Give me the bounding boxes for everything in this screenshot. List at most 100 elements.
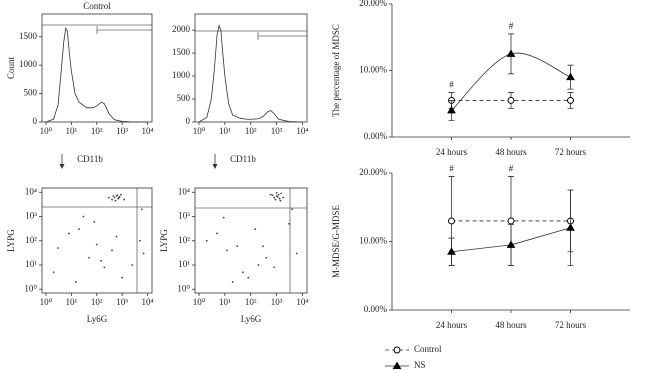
dot: [131, 264, 134, 266]
y-tick-label: 0.00%: [364, 131, 388, 141]
x-tick-label: 10⁴: [296, 126, 308, 136]
dot: [120, 193, 122, 196]
plot-frame: [194, 13, 308, 123]
x-tick-label: 10⁴: [141, 126, 153, 136]
y-tick-label: 1000: [19, 59, 38, 69]
dot: [273, 196, 275, 199]
annotation: #: [449, 80, 454, 90]
y-tick-label: 10¹: [25, 259, 37, 269]
y-tick-label: 0: [186, 116, 191, 126]
dot: [123, 198, 126, 201]
dot: [216, 232, 218, 235]
plot-frame: [41, 187, 153, 294]
dot: [140, 208, 143, 211]
marker: [447, 247, 456, 255]
dot: [282, 196, 285, 199]
dot: [67, 232, 70, 235]
x-tick-label: 48 hours: [495, 147, 527, 157]
x-tick-label: 10⁰: [40, 297, 53, 307]
dot: [142, 252, 145, 255]
dot: [288, 222, 290, 225]
dot: [222, 216, 225, 219]
legend-label: NS: [414, 360, 426, 370]
x-tick-label: 10⁰: [193, 297, 206, 307]
dot: [88, 256, 90, 259]
y-tick-label: 1500: [19, 31, 38, 41]
x-tick-label: 10¹: [65, 126, 77, 136]
dot: [276, 195, 279, 198]
legend-label: Control: [414, 344, 442, 354]
dot: [274, 198, 277, 201]
annotation: CD11b: [230, 154, 256, 164]
x-tick-label: 10³: [271, 297, 283, 307]
x-tick-label: 10²: [91, 297, 103, 307]
x-tick-label: 10³: [116, 297, 128, 307]
histogram-line: [198, 24, 303, 123]
dot: [271, 194, 274, 197]
annotation: CD11b: [77, 154, 103, 164]
dot: [111, 198, 113, 201]
y-axis-label: M-MDSE/G-MDSE: [331, 204, 341, 278]
dot: [247, 276, 250, 279]
x-tick-label: 72 hours: [555, 320, 587, 330]
dot: [205, 239, 208, 242]
x-tick-label: 10⁰: [40, 126, 53, 136]
dot: [138, 239, 141, 242]
gates: [42, 24, 307, 293]
annotation: #: [449, 163, 454, 173]
dot: [116, 194, 119, 197]
marker: [506, 49, 516, 57]
dot: [226, 249, 228, 252]
y-tick-label: 500: [24, 88, 38, 98]
annotation: #: [509, 21, 514, 31]
dot: [118, 196, 120, 199]
dot: [265, 256, 268, 259]
x-tick-label: 10⁰: [193, 126, 206, 136]
y-tick-label: 10⁰: [24, 283, 37, 293]
dot: [280, 192, 283, 195]
y-tick-label: 10²: [25, 235, 37, 245]
marker: [507, 96, 515, 104]
dot: [95, 243, 98, 246]
dot: [78, 228, 80, 231]
arrow-head: [59, 164, 65, 169]
y-axis-label: The percentage of MDSC: [331, 24, 341, 117]
dot: [100, 259, 103, 262]
dot: [242, 271, 244, 274]
y-tick-label: 1500: [172, 47, 191, 57]
marker: [567, 96, 574, 104]
marker: [566, 223, 575, 231]
dot: [236, 245, 239, 248]
dot: [115, 235, 118, 238]
dot: [111, 249, 113, 252]
y-tick-label: 500: [177, 93, 191, 103]
x-tick-label: 24 hours: [436, 320, 468, 330]
dot: [74, 281, 77, 283]
x-tick-label: 48 hours: [495, 320, 527, 330]
marker: [393, 346, 401, 354]
dot: [231, 281, 234, 283]
dot: [93, 220, 96, 223]
chart-title: Control: [83, 1, 111, 11]
dot: [82, 215, 85, 218]
dot: [277, 193, 280, 196]
y-tick-label: 1000: [172, 70, 191, 80]
y-axis-label: LYPG: [159, 229, 169, 252]
x-tick-label: 24 hours: [436, 147, 468, 157]
histogram-line: [45, 27, 148, 123]
marker: [507, 217, 515, 225]
dot: [52, 271, 55, 274]
y-tick-label: 10.00%: [359, 65, 387, 75]
y-tick-label: 10¹: [178, 259, 190, 269]
y-tick-label: 10³: [25, 211, 37, 221]
annotation: #: [509, 163, 514, 173]
y-axis-label: Count: [6, 57, 16, 80]
y-tick-label: 10⁴: [25, 186, 37, 196]
dot: [279, 199, 282, 202]
x-tick-label: 10³: [271, 126, 283, 136]
y-tick-label: 20.00%: [359, 167, 387, 177]
dot: [112, 195, 115, 197]
y-tick-label: 10⁴: [178, 186, 190, 196]
dot: [107, 196, 110, 199]
y-tick-label: 2000: [172, 24, 191, 34]
